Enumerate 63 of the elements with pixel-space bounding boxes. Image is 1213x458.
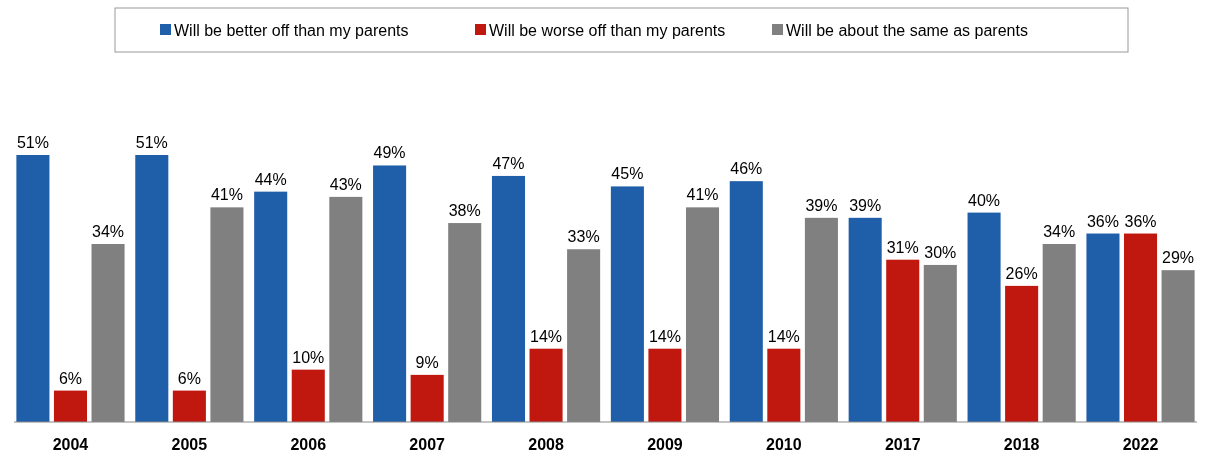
x-tick-label: 2017 xyxy=(884,436,921,453)
bar xyxy=(648,348,682,422)
data-label: 36% xyxy=(1086,212,1119,230)
data-label: 14% xyxy=(648,327,681,345)
x-tick-label: 2005 xyxy=(171,436,208,453)
bar xyxy=(767,348,801,422)
x-tick-label: 2007 xyxy=(409,436,446,453)
data-label: 14% xyxy=(530,327,563,345)
bar xyxy=(172,390,206,422)
data-label: 26% xyxy=(1005,264,1038,282)
bar xyxy=(373,165,407,422)
data-label: 49% xyxy=(373,144,406,162)
bar xyxy=(16,155,50,422)
data-label: 31% xyxy=(886,238,919,256)
legend-label: Will be about the same as parents xyxy=(786,22,1028,39)
x-tick-label: 2022 xyxy=(1122,436,1159,453)
bar xyxy=(1086,233,1120,422)
data-label: 44% xyxy=(254,170,287,188)
data-label: 39% xyxy=(805,196,838,214)
bar xyxy=(610,186,644,422)
data-label: 29% xyxy=(1162,249,1195,267)
data-label: 34% xyxy=(92,223,125,240)
data-label: 6% xyxy=(177,369,201,387)
x-tick-label: 2018 xyxy=(1003,436,1040,453)
x-tick-label: 2010 xyxy=(766,436,802,453)
bar xyxy=(967,212,1001,422)
legend-label: Will be better off than my parents xyxy=(174,22,409,39)
bar xyxy=(410,374,444,422)
bar xyxy=(291,369,325,422)
legend-label: Will be worse off than my parents xyxy=(489,22,726,39)
data-label: 43% xyxy=(329,175,362,193)
data-label: 46% xyxy=(730,160,763,178)
bar xyxy=(848,217,882,422)
data-label: 51% xyxy=(135,134,168,151)
data-label: 41% xyxy=(686,186,719,204)
data-label: 34% xyxy=(1043,223,1076,240)
data-label: 14% xyxy=(767,327,800,345)
data-label: 51% xyxy=(16,134,49,151)
data-label: 47% xyxy=(492,154,525,172)
bar xyxy=(886,259,920,422)
data-label: 45% xyxy=(611,165,644,183)
bar xyxy=(1005,285,1039,422)
bar xyxy=(491,175,526,422)
bar xyxy=(135,155,169,422)
x-tick-label: 2009 xyxy=(647,436,683,453)
x-tick-label: 2004 xyxy=(52,436,89,453)
bar xyxy=(529,348,563,422)
bar xyxy=(53,390,87,422)
data-label: 40% xyxy=(968,191,1001,209)
data-label: 36% xyxy=(1124,212,1157,230)
data-label: 6% xyxy=(58,369,83,387)
data-label: 38% xyxy=(448,202,481,220)
data-label: 30% xyxy=(924,243,957,261)
data-label: 33% xyxy=(567,228,600,246)
bar xyxy=(254,191,288,422)
data-label: 10% xyxy=(292,348,325,366)
data-label: 39% xyxy=(849,196,882,214)
data-label: 41% xyxy=(210,186,243,204)
data-label: 9% xyxy=(415,353,439,371)
bar xyxy=(729,181,763,422)
x-tick-label: 2008 xyxy=(528,436,564,453)
bar xyxy=(1124,233,1158,422)
x-tick-label: 2006 xyxy=(290,436,327,453)
